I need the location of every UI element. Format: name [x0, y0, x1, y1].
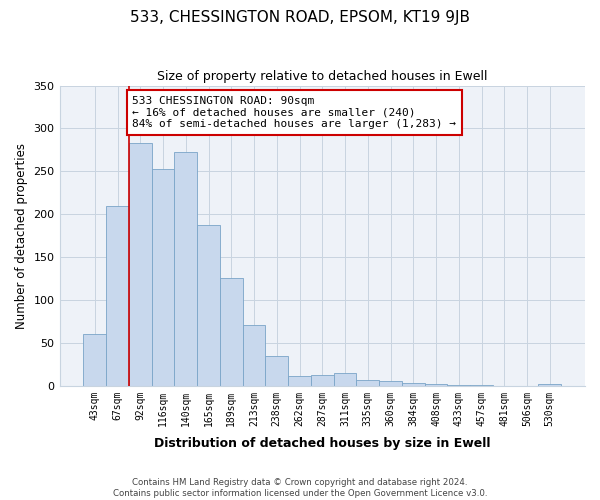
Bar: [265, 356, 288, 386]
Bar: [356, 380, 379, 386]
Bar: [106, 206, 129, 386]
Bar: [425, 384, 448, 386]
Bar: [334, 373, 356, 386]
Bar: [402, 383, 425, 386]
Bar: [311, 374, 334, 386]
Bar: [129, 143, 152, 386]
Bar: [448, 385, 470, 386]
Text: Contains HM Land Registry data © Crown copyright and database right 2024.
Contai: Contains HM Land Registry data © Crown c…: [113, 478, 487, 498]
Bar: [152, 169, 175, 386]
Bar: [175, 152, 197, 386]
Bar: [538, 384, 561, 386]
X-axis label: Distribution of detached houses by size in Ewell: Distribution of detached houses by size …: [154, 437, 491, 450]
Bar: [197, 224, 220, 386]
Title: Size of property relative to detached houses in Ewell: Size of property relative to detached ho…: [157, 70, 488, 83]
Bar: [470, 385, 493, 386]
Bar: [83, 334, 106, 386]
Bar: [288, 376, 311, 386]
Bar: [242, 325, 265, 386]
Text: 533 CHESSINGTON ROAD: 90sqm
← 16% of detached houses are smaller (240)
84% of se: 533 CHESSINGTON ROAD: 90sqm ← 16% of det…: [133, 96, 457, 129]
Bar: [220, 278, 242, 386]
Text: 533, CHESSINGTON ROAD, EPSOM, KT19 9JB: 533, CHESSINGTON ROAD, EPSOM, KT19 9JB: [130, 10, 470, 25]
Y-axis label: Number of detached properties: Number of detached properties: [15, 142, 28, 328]
Bar: [379, 382, 402, 386]
